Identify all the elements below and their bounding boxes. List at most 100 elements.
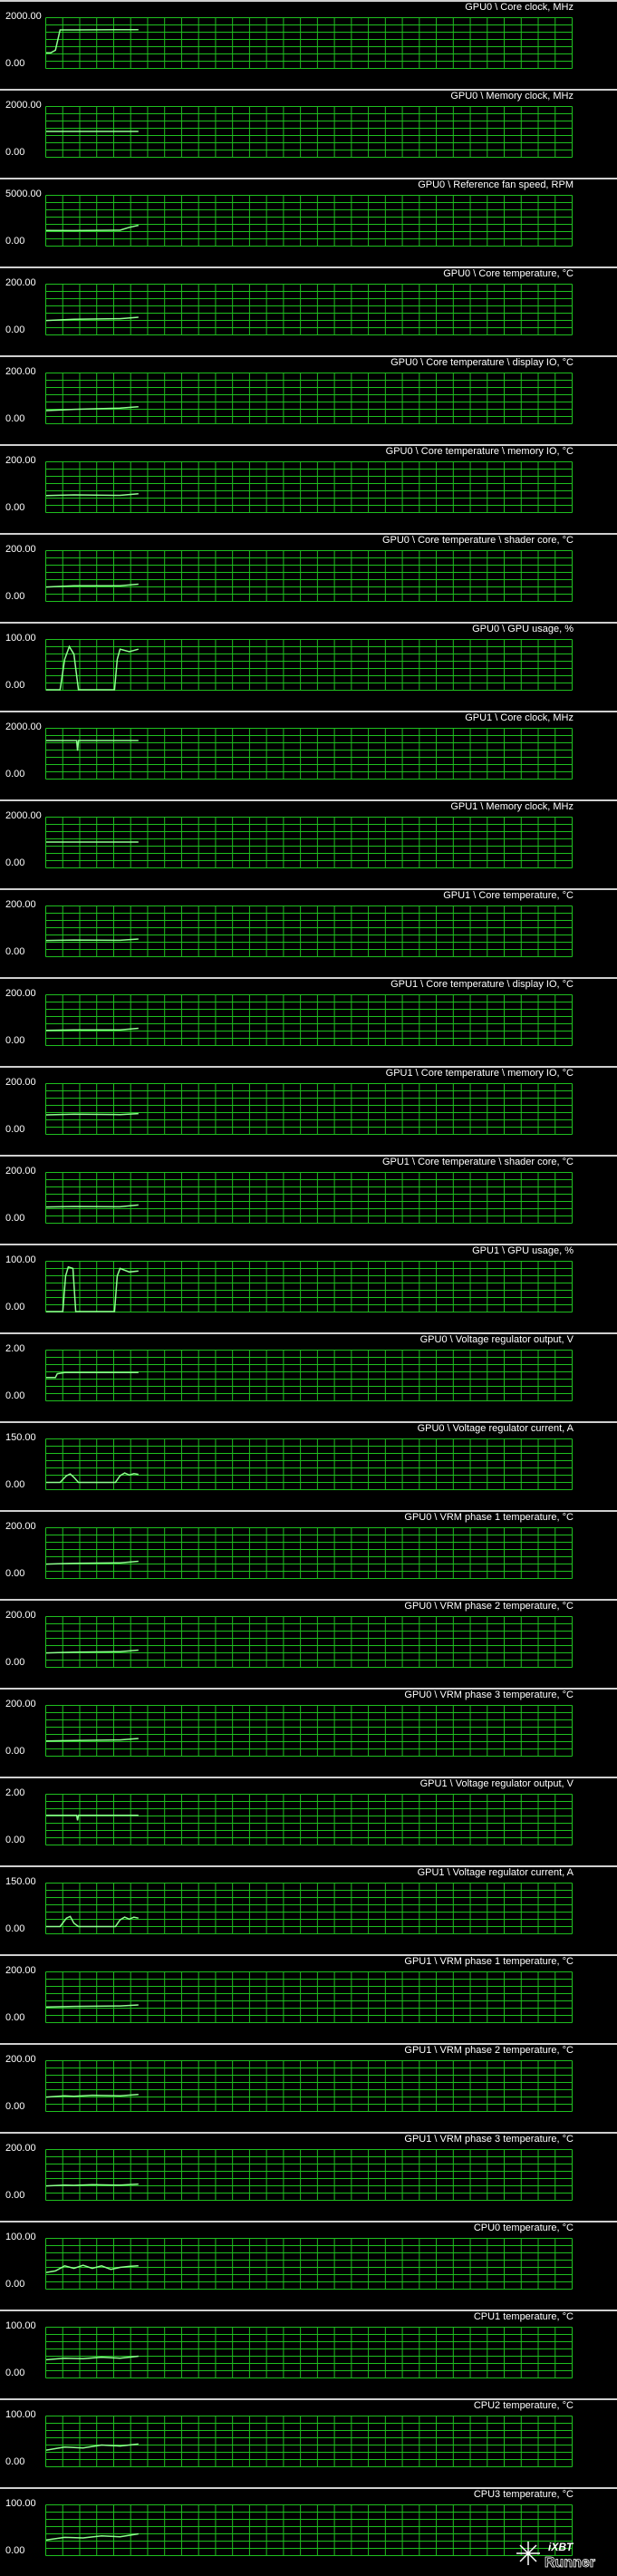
graph-title: GPU0 \ VRM phase 1 temperature, °C [404,1512,574,1523]
graph-plot-area [45,1438,573,1490]
graph-panel: GPU1 \ Voltage regulator output, V 2.00 0.… [0,1778,617,1865]
panel-separator [0,1066,617,1068]
panel-separator [0,1865,617,1867]
grid [45,2327,573,2378]
graph-panel: GPU0 \ Core temperature \ memory IO, °C 2… [0,446,617,533]
panel-separator [0,1244,617,1245]
y-axis-min-label: 0.00 [5,1923,25,1934]
panel-separator [0,2221,617,2223]
graph-plot-area [45,905,573,957]
graph-plot-area [45,106,573,158]
grid [45,728,573,780]
data-trace-line [46,1265,139,1312]
y-axis-min-label: 0.00 [5,1302,25,1312]
y-axis-max-label: 200.00 [5,1610,36,1621]
panel-separator [0,977,617,979]
data-trace-line [46,1915,139,1928]
graph-plot-area [45,639,573,691]
panel-separator [0,1510,617,1512]
panel-separator [0,2043,617,2045]
data-trace-line [45,2094,139,2098]
grid [45,2149,573,2201]
y-axis-max-label: 100.00 [5,2232,36,2242]
y-axis-max-label: 200.00 [5,899,36,910]
y-axis-min-label: 0.00 [5,324,25,335]
graph-plot-area [45,17,573,69]
data-trace-line [45,2355,139,2361]
graph-title: GPU0 \ Memory clock, MHz [450,91,574,102]
data-trace-line [45,1027,139,1031]
graph-plot-area [45,1527,573,1579]
y-axis-min-label: 0.00 [5,1568,25,1579]
grid [45,1527,573,1579]
graph-panel: GPU0 \ Voltage regulator current, A 150.0… [0,1423,617,1510]
graph-title: GPU0 \ GPU usage, % [472,624,574,634]
grid [45,2504,573,2556]
y-axis-max-label: 2000.00 [5,810,42,821]
y-axis-max-label: 200.00 [5,1166,36,1177]
graph-plot-area [45,1172,573,1224]
graph-title: GPU0 \ Core temperature \ display IO, °C [390,357,574,368]
graph-panel: GPU1 \ Core clock, MHz 2000.00 0.00 [0,712,617,799]
graph-title: GPU1 \ Core temperature, °C [443,890,574,901]
grid [45,2238,573,2290]
grid [45,2416,573,2467]
graph-panel: GPU0 \ Voltage regulator output, V 2.00 0.… [0,1334,617,1421]
graph-title: GPU1 \ Core temperature \ shader core, °… [381,1157,574,1167]
y-axis-min-label: 0.00 [5,857,25,868]
graph-title: GPU1 \ VRM phase 2 temperature, °C [404,2045,574,2056]
panel-separator [0,266,617,268]
svg-text:iXBT: iXBT [548,2541,574,2553]
graph-panel: GPU0 \ Core clock, MHz 2000.00 0.00 [0,2,617,89]
svg-text:Runner: Runner [545,2555,595,2571]
grid [45,1438,573,1490]
panel-separator [0,1777,617,1778]
data-trace-line [45,406,139,412]
grid [45,1705,573,1757]
y-axis-max-label: 200.00 [5,2054,36,2065]
graph-panel: GPU1 \ VRM phase 3 temperature, °C 200.00… [0,2134,617,2221]
graph-title: CPU2 temperature, °C [473,2400,574,2411]
graph-plot-area [45,461,573,513]
y-axis-min-label: 0.00 [5,2101,25,2112]
y-axis-max-label: 100.00 [5,1254,36,1265]
data-trace-line [45,583,139,588]
data-trace-line [45,1738,139,1742]
y-axis-max-label: 200.00 [5,544,36,555]
graph-title: GPU1 \ Core temperature \ memory IO, °C [385,1068,574,1079]
graph-title: GPU0 \ VRM phase 3 temperature, °C [404,1690,574,1700]
y-axis-max-label: 100.00 [5,633,36,644]
panel-separator [0,1155,617,1157]
graph-title: GPU1 \ Memory clock, MHz [450,801,574,812]
data-trace-line [46,1815,139,1821]
y-axis-max-label: 2000.00 [5,100,42,111]
panel-separator [0,1954,617,1956]
graph-title: GPU0 \ Core temperature \ shader core, °… [381,535,574,546]
y-axis-max-label: 200.00 [5,1965,36,1976]
y-axis-min-label: 0.00 [5,2456,25,2467]
graph-title: GPU0 \ Voltage regulator output, V [419,1334,574,1345]
graph-title: GPU0 \ Core temperature, °C [443,268,574,279]
y-axis-min-label: 0.00 [5,1835,25,1845]
grid [45,461,573,513]
data-trace-line [46,1472,139,1484]
panel-separator [0,2487,617,2489]
data-trace-line [45,224,139,232]
graph-plot-area [45,728,573,780]
graph-title: GPU1 \ Core temperature \ display IO, °C [390,979,574,990]
y-axis-min-label: 0.00 [5,2190,25,2201]
data-trace-line [45,1112,139,1116]
panel-separator [0,2132,617,2134]
y-axis-min-label: 0.00 [5,502,25,513]
y-axis-max-label: 200.00 [5,1699,36,1709]
panel-separator [0,2310,617,2311]
graph-title: GPU0 \ Reference fan speed, RPM [418,179,574,190]
data-trace-line [46,644,140,691]
data-trace-line [45,493,139,497]
graph-panel: GPU0 \ Reference fan speed, RPM 5000.00 0.… [0,179,617,266]
y-axis-max-label: 2000.00 [5,11,42,22]
graph-panel: GPU1 \ Core temperature \ memory IO, °C 2… [0,1068,617,1155]
graph-panel: CPU1 temperature, °C 100.00 0.00 [0,2311,617,2398]
graph-panel: GPU0 \ VRM phase 2 temperature, °C 200.00… [0,1601,617,1688]
graph-plot-area [45,2504,573,2556]
